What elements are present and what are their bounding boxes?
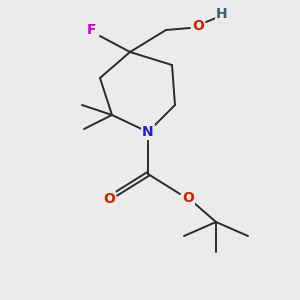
Text: O: O: [192, 19, 204, 33]
Text: O: O: [103, 192, 115, 206]
Text: F: F: [87, 23, 97, 37]
Text: O: O: [182, 191, 194, 205]
Text: N: N: [142, 125, 154, 139]
Text: H: H: [216, 7, 228, 21]
